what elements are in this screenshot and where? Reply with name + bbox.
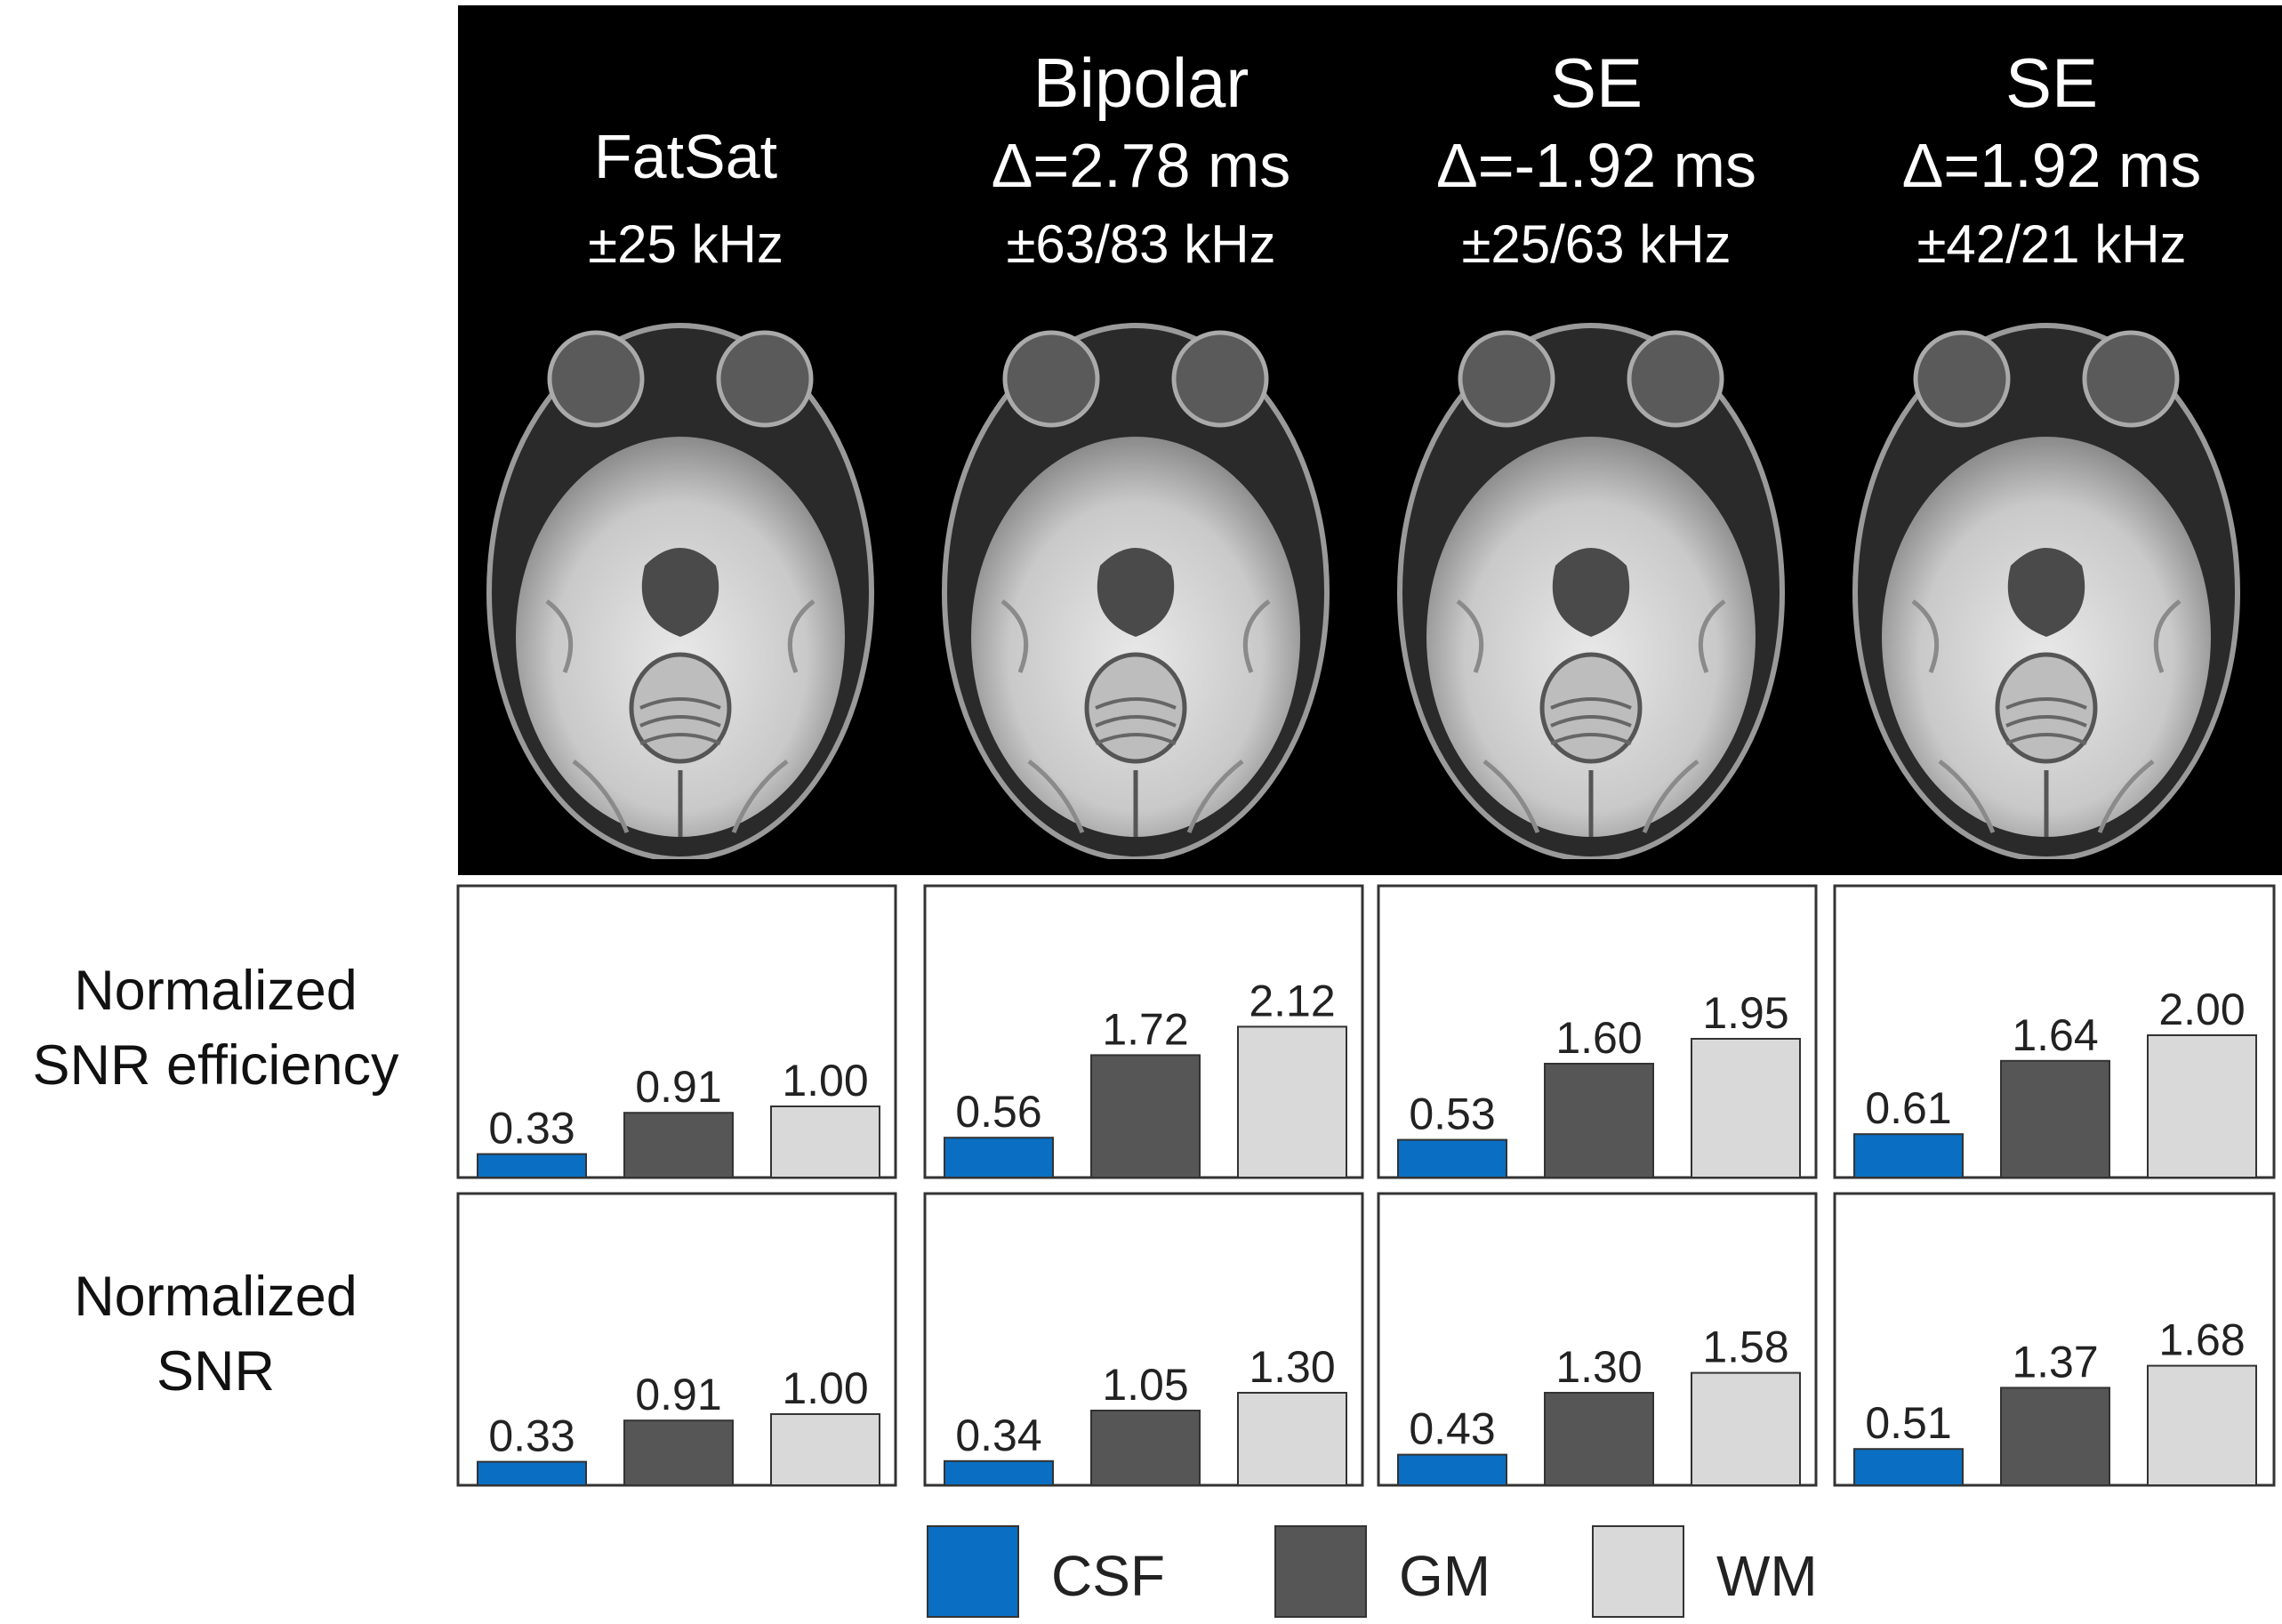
bar-value-label: 1.00	[782, 1056, 868, 1105]
bar-value-label: 0.91	[635, 1370, 721, 1419]
bar-csf	[477, 1153, 587, 1178]
bar-gm	[1090, 1054, 1201, 1179]
bar-gm	[2000, 1059, 2110, 1179]
column-title-line1: SE	[2005, 44, 2099, 122]
bar-csf	[944, 1137, 1054, 1178]
row-label-line1: Normalized	[74, 1266, 358, 1328]
bar-gm	[623, 1112, 734, 1178]
mri-column-se-pos: SE Δ=1.92 ms ±42/21 kHz	[1824, 5, 2279, 875]
bar-gm	[2000, 1387, 2110, 1487]
column-title-line1: Bipolar	[1033, 44, 1249, 122]
bar-value-label: 1.72	[1102, 1004, 1188, 1054]
bar-wm	[2147, 1364, 2257, 1486]
row-label-line2: SNR efficiency	[32, 1034, 399, 1097]
bar-gm	[1544, 1063, 1654, 1178]
mri-column-fatsat: FatSat ±25 kHz	[458, 5, 913, 875]
row-label-snr: Normalized SNR	[0, 1259, 431, 1409]
bar-csf	[944, 1459, 1054, 1487]
column-title-line2: Δ=2.78 ms	[991, 131, 1291, 200]
bar-value-label: 1.30	[1249, 1342, 1335, 1392]
column-title-line3: ±63/83 kHz	[1006, 214, 1276, 274]
row-label-line2: SNR	[156, 1340, 275, 1403]
column-title-line3: ±42/21 kHz	[1916, 214, 2187, 274]
bar-gm	[623, 1419, 734, 1486]
column-title-line3: ±25/63 kHz	[1461, 214, 1732, 274]
legend-swatch-wm	[1592, 1525, 1684, 1618]
mri-image-panel: FatSat ±25 kHz Bipolar Δ=2.78 ms ±63/83 …	[458, 5, 2282, 875]
bar-value-label: 1.30	[1555, 1342, 1642, 1392]
bar-value-label: 0.91	[635, 1062, 721, 1112]
bar-value-label: 2.12	[1249, 976, 1335, 1025]
legend: CSF GM WM	[0, 1525, 2282, 1623]
legend-swatch-gm	[1274, 1525, 1367, 1618]
bar-value-label: 0.53	[1409, 1089, 1495, 1139]
bar-value-label: 1.68	[2158, 1315, 2245, 1365]
bar-value-label: 0.56	[955, 1087, 1041, 1137]
column-title-line1: SE	[1549, 44, 1643, 122]
bar-csf	[1397, 1453, 1507, 1486]
bar-value-label: 1.58	[1702, 1323, 1788, 1372]
bar-gm	[1090, 1410, 1201, 1486]
bar-gm	[1544, 1392, 1654, 1486]
bar-value-label: 0.33	[488, 1104, 575, 1154]
legend-label-gm: GM	[1399, 1544, 1491, 1608]
legend-swatch-csf	[927, 1525, 1019, 1618]
column-title-line2: Δ=-1.92 ms	[1436, 131, 1756, 200]
bar-value-label: 1.00	[782, 1363, 868, 1413]
bar-value-label: 0.33	[488, 1411, 575, 1461]
bar-value-label: 0.43	[1409, 1404, 1495, 1454]
bar-wm	[1691, 1038, 1801, 1178]
bar-value-label: 0.61	[1865, 1083, 1951, 1133]
bar-value-label: 0.34	[955, 1411, 1041, 1460]
row-label-line1: Normalized	[74, 960, 358, 1022]
bar-wm	[770, 1413, 880, 1486]
bar-wm	[2147, 1034, 2257, 1178]
legend-label-csf: CSF	[1051, 1544, 1165, 1608]
column-title-line2: Δ=1.92 ms	[1901, 131, 2202, 200]
bar-wm	[1691, 1371, 1801, 1486]
bar-csf	[1853, 1448, 1964, 1486]
bar-wm	[1237, 1025, 1347, 1179]
bar-value-label: 0.51	[1865, 1398, 1951, 1448]
bar-wm	[1237, 1392, 1347, 1486]
bar-value-label: 1.05	[1102, 1360, 1188, 1410]
mri-column-se-neg: SE Δ=-1.92 ms ±25/63 kHz	[1369, 5, 1824, 875]
bar-value-label: 1.60	[1555, 1013, 1642, 1063]
bar-value-label: 1.37	[2012, 1337, 2098, 1387]
bar-csf	[477, 1460, 587, 1486]
bar-wm	[770, 1105, 880, 1178]
bar-value-label: 1.64	[2012, 1010, 2098, 1060]
bar-value-label: 2.00	[2158, 985, 2245, 1034]
row-label-snr-efficiency: Normalized SNR efficiency	[0, 953, 431, 1103]
column-title-line2: FatSat	[593, 122, 778, 191]
bar-value-label: 1.95	[1702, 988, 1788, 1038]
column-title-line3: ±25 kHz	[588, 214, 783, 274]
bar-csf	[1853, 1133, 1964, 1178]
mri-column-bipolar: Bipolar Δ=2.78 ms ±63/83 kHz	[913, 5, 1369, 875]
bar-csf	[1397, 1138, 1507, 1178]
legend-label-wm: WM	[1716, 1544, 1818, 1608]
